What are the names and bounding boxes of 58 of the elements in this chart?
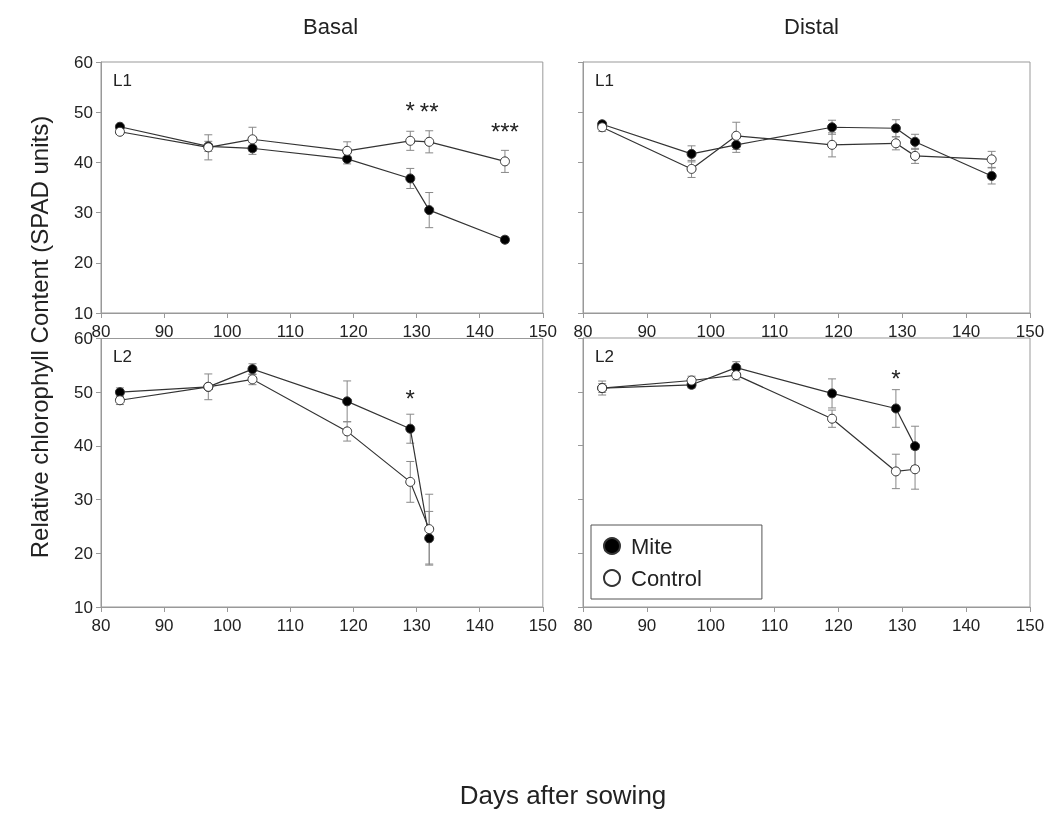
- x-tick-label: 90: [154, 616, 174, 635]
- chart-title: Distal: [783, 13, 840, 39]
- x-tick-label: 90: [637, 616, 657, 635]
- x-tick-label: 130: [888, 616, 917, 635]
- x-tick-label: 130: [402, 616, 431, 635]
- annotation: ***: [490, 117, 519, 145]
- x-tick-label: 130: [402, 322, 431, 341]
- x-tick-label: 100: [696, 322, 725, 341]
- y-tick-label: 50: [74, 382, 93, 402]
- x-tick-label: 110: [276, 322, 304, 341]
- y-tick-label: 20: [74, 253, 93, 273]
- x-tick-label: 100: [696, 616, 725, 635]
- x-tick-label: 100: [213, 616, 242, 635]
- x-tick-label: 120: [339, 616, 368, 635]
- x-tick-label: 140: [465, 322, 494, 341]
- x-tick-label: 120: [824, 616, 853, 635]
- annotation: L1: [595, 71, 614, 90]
- x-tick-label: 110: [761, 322, 789, 341]
- x-tick-label: 140: [951, 322, 981, 341]
- x-axis-title: Days after sowing: [459, 779, 667, 811]
- y-tick-label: 20: [74, 543, 93, 563]
- annotation: *: [891, 364, 901, 392]
- x-tick-label: 80: [573, 616, 593, 635]
- y-tick-label: 30: [74, 203, 93, 223]
- x-tick-label: 110: [276, 616, 304, 635]
- x-tick-label: 120: [824, 322, 853, 341]
- annotation: *: [405, 385, 415, 413]
- x-tick-label: 140: [951, 616, 981, 635]
- legend-label: Mite: [631, 533, 673, 559]
- annotation: L1: [113, 71, 132, 90]
- y-tick-label: 30: [74, 490, 93, 510]
- x-tick-label: 90: [637, 322, 657, 341]
- y-tick-label: 40: [74, 152, 93, 172]
- y-tick-label: 10: [74, 597, 93, 617]
- x-tick-label: 130: [888, 322, 917, 341]
- x-tick-label: 120: [339, 322, 368, 341]
- y-tick-label: 10: [74, 303, 93, 323]
- x-tick-label: 150: [1015, 322, 1045, 341]
- x-tick-label: 140: [465, 616, 494, 635]
- x-tick-label: 90: [154, 322, 174, 341]
- y-tick-label: 40: [74, 436, 93, 456]
- x-tick-label: 150: [1015, 616, 1045, 635]
- x-tick-label: 100: [213, 322, 242, 341]
- legend-label: Control: [631, 565, 702, 591]
- annotation: *: [405, 97, 415, 125]
- y-tick-label: 60: [74, 52, 93, 72]
- x-tick-label: 150: [528, 616, 558, 635]
- annotation: **: [419, 98, 439, 126]
- x-tick-label: 80: [91, 616, 111, 635]
- y-tick-label: 60: [74, 329, 93, 348]
- y-tick-label: 50: [74, 102, 93, 122]
- annotation: L2: [113, 347, 132, 366]
- x-tick-label: 150: [528, 322, 558, 341]
- x-tick-label: 110: [761, 616, 789, 635]
- annotation: L2: [595, 347, 614, 366]
- x-tick-label: 80: [573, 322, 593, 341]
- y-axis-title: Relative chlorophyll Content (SPAD units): [26, 115, 54, 559]
- chart-title: Basal: [302, 13, 359, 39]
